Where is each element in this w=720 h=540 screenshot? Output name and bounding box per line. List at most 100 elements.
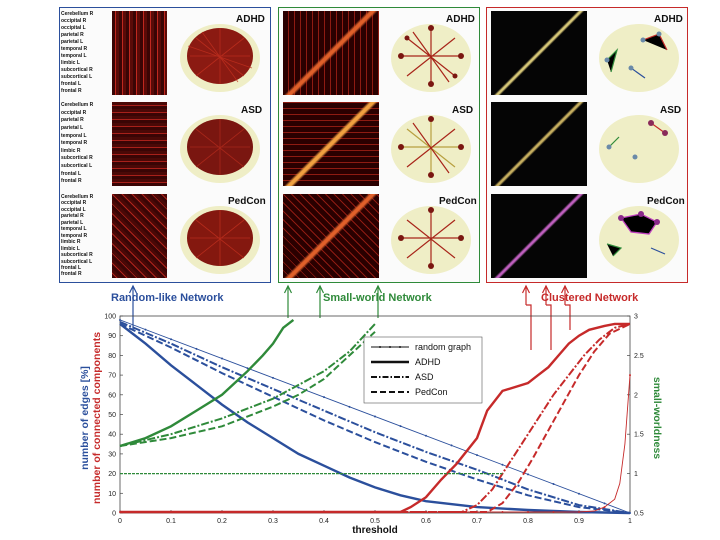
- asd-smallworld-brain-graph: [391, 115, 471, 183]
- edges-random-marker: [246, 367, 249, 370]
- small-world-network-panel: ADHD ASD PedCon: [278, 7, 480, 283]
- group-label-pedcon: PedCon: [439, 196, 477, 207]
- components-random-marker: [501, 511, 504, 514]
- components-random-marker: [527, 511, 529, 514]
- adhd-clustered-matrix: [491, 11, 587, 95]
- plot-frame: [119, 315, 631, 514]
- y-tick-label-left: 90: [108, 333, 116, 340]
- region-label: temporal L: [61, 132, 87, 139]
- adhd-smallworld-brain-graph: [391, 24, 471, 92]
- edges-asd-line: [119, 320, 631, 514]
- y-tick-label-left: 70: [108, 373, 116, 380]
- group-label-asd: ASD: [660, 105, 682, 116]
- asd-clustered-matrix: [491, 102, 587, 186]
- pedcon-clustered-matrix: [491, 194, 587, 278]
- group-label-pedcon: PedCon: [647, 196, 685, 207]
- asd-clustered-brain-graph: [599, 115, 679, 183]
- adhd-random-brain-graph: [180, 24, 260, 92]
- x-tick-label: 0.5: [370, 518, 380, 525]
- components-random-marker: [629, 374, 631, 377]
- group-label-adhd: ADHD: [236, 14, 265, 25]
- region-label: Cerebellum R: [61, 102, 94, 108]
- edges-random-marker: [144, 328, 147, 331]
- x-tick-label: 0.4: [319, 518, 329, 525]
- components-random-marker: [246, 511, 249, 514]
- region-label: frontal L: [61, 170, 81, 177]
- region-label: subcortical R: [61, 155, 93, 162]
- x-tick-label: 0.9: [574, 518, 584, 525]
- components-random-marker: [603, 506, 606, 509]
- edges-random-line: [119, 319, 631, 514]
- components-random-marker: [323, 511, 325, 514]
- clustered-network-panel: ADHD ASD PedCon: [486, 7, 688, 283]
- components-random-marker: [348, 511, 351, 514]
- adhd-smallworld-matrix: [283, 11, 379, 95]
- y-tick-label-left: 20: [108, 471, 116, 478]
- region-label: limbic R: [61, 147, 81, 154]
- edges-random-marker: [629, 512, 631, 514]
- edges-random-marker: [527, 473, 529, 476]
- region-label: subcortical R: [61, 67, 93, 73]
- y-tick-label-right: 2.5: [634, 353, 644, 360]
- region-label: occipital L: [61, 25, 86, 31]
- region-label: temporal R: [61, 46, 88, 52]
- pedcon-random-brain-graph: [180, 206, 260, 274]
- y-tick-label-right: 0.5: [634, 511, 644, 518]
- y-tick-label-left: 40: [108, 432, 116, 439]
- components-random-marker: [578, 511, 580, 514]
- series-layer: [119, 318, 631, 515]
- small-world-pointer-arrow-1-head: [283, 284, 293, 294]
- region-label: frontal L: [61, 264, 81, 271]
- x-tick-label: 0.7: [472, 518, 482, 525]
- region-label: occipital R: [61, 109, 87, 116]
- small-world-network-title: Small-world Network: [323, 292, 432, 304]
- chart-legend: random graph ADHD ASD PedCon: [363, 336, 483, 404]
- region-label: parietal L: [61, 39, 84, 45]
- edges-random-marker: [425, 434, 427, 437]
- components-random-marker: [144, 511, 147, 514]
- region-label: parietal L: [61, 124, 84, 131]
- y-axis-label-small-worldness: small-worldness: [651, 377, 663, 459]
- pedcon-smallworld-brain-graph: [391, 206, 471, 274]
- x-tick-label: 0.3: [268, 518, 278, 525]
- x-axis-label: threshold: [352, 525, 398, 536]
- x-tick-label: 0.6: [421, 518, 431, 525]
- y-tick-label-left: 100: [104, 314, 116, 321]
- components-random-marker: [399, 511, 402, 514]
- y-axis-label-edges: number of edges [%]: [79, 366, 91, 470]
- region-label: subcortical L: [61, 163, 93, 169]
- components-adhd-line: [120, 322, 630, 514]
- y-tick-label-right: 3: [634, 314, 638, 321]
- region-label: subcortical L: [61, 74, 93, 80]
- edges-random-marker: [501, 463, 504, 466]
- legend-label-pedcon: PedCon: [415, 387, 448, 397]
- region-label: temporal L: [61, 53, 87, 59]
- components-random-marker: [450, 511, 453, 514]
- edges-random-marker: [578, 492, 580, 495]
- y-tick-label-right: 2: [634, 392, 638, 399]
- y-axis-label-components: number of connected components: [91, 332, 103, 504]
- edges-random-marker: [195, 347, 198, 350]
- group-label-asd: ASD: [452, 105, 474, 116]
- y-tick-label-left: 80: [108, 353, 116, 360]
- y-tick-label-left: 60: [108, 392, 116, 399]
- region-label: parietal R: [61, 117, 84, 124]
- components-pedcon-line: [120, 322, 631, 513]
- edges-random-marker: [170, 338, 172, 341]
- components-random-marker: [374, 511, 376, 514]
- region-label: frontal R: [61, 88, 82, 94]
- region-label: Cerebellum R: [61, 11, 94, 17]
- small-worldness-adhd-line: [119, 318, 295, 448]
- components-random-marker: [221, 511, 223, 514]
- adhd-random-matrix: [112, 11, 167, 95]
- region-label: limbic L: [61, 60, 80, 66]
- components-random-line: [120, 375, 631, 513]
- y-tick-label-right: 1: [634, 471, 638, 478]
- small-worldness-pedcon-line: [119, 331, 376, 447]
- components-random-marker: [297, 511, 300, 514]
- region-label: parietal R: [61, 32, 84, 38]
- axis-ticks: 0 0.1 0.2 0.3 0.4 0.5 0.6 0.7 0.8 0.9 101020304050…: [104, 314, 644, 526]
